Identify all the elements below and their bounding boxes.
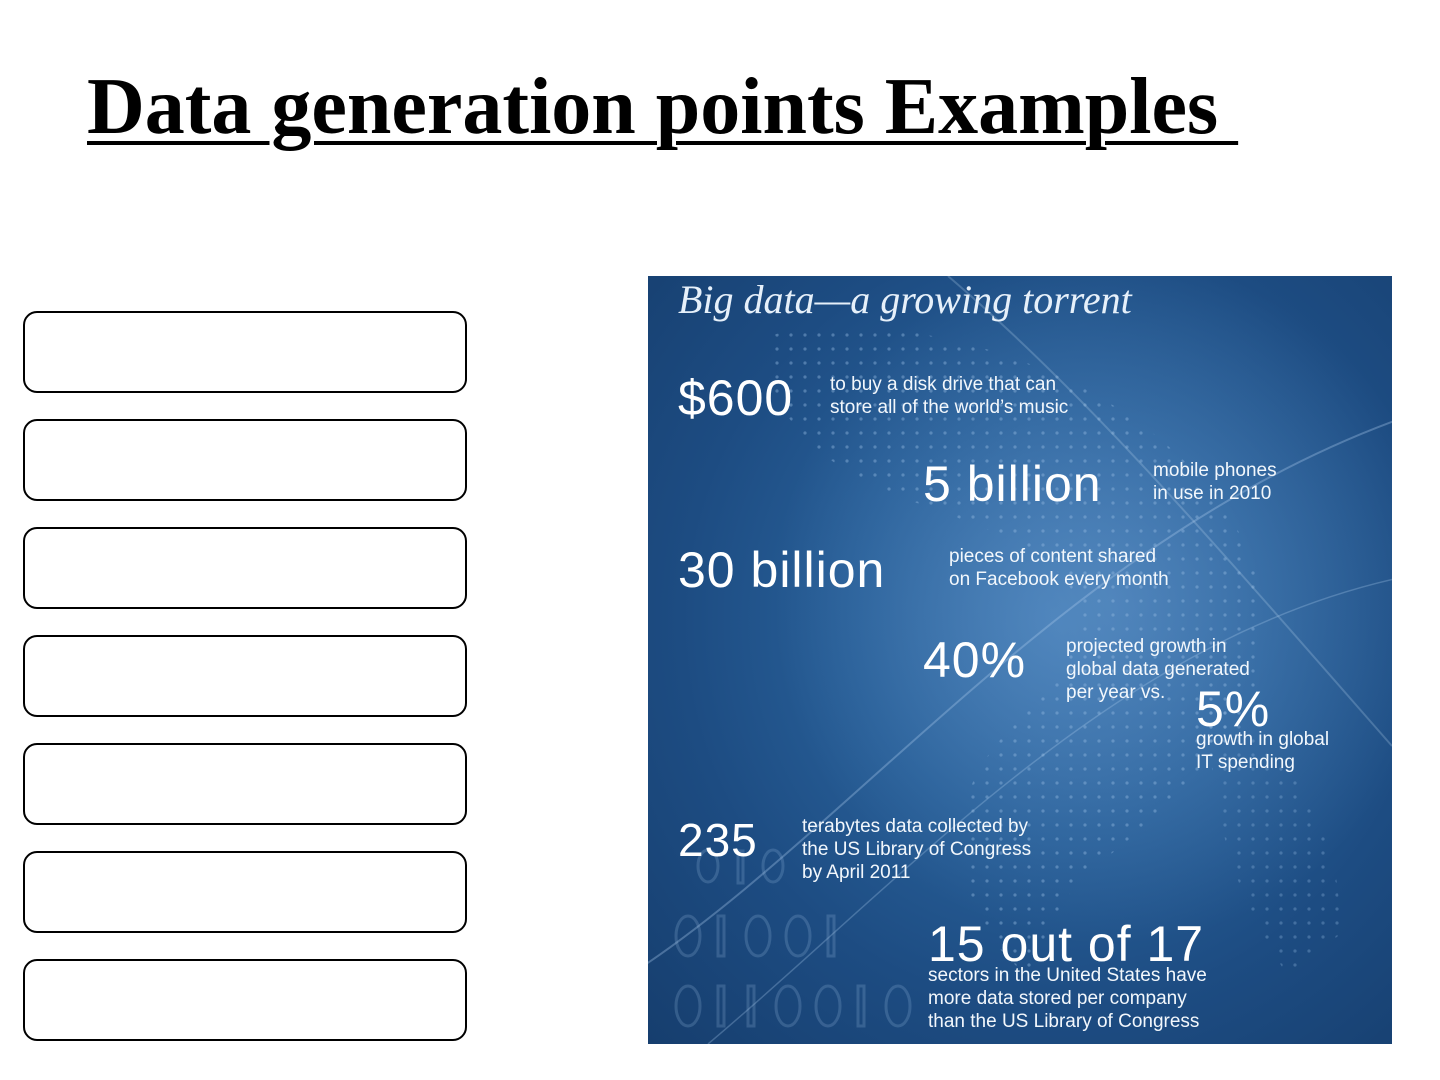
stat-desc-line: than the US Library of Congress: [928, 1011, 1200, 1032]
stat-value: 30 billion: [678, 542, 886, 598]
empty-box-4: [23, 635, 467, 717]
stat-desc-line: per year vs.: [1066, 682, 1166, 703]
stat-desc-line: by April 2011: [802, 862, 911, 883]
stat-value: 5 billion: [923, 456, 1102, 512]
stat-desc-line: to buy a disk drive that can: [830, 374, 1057, 395]
stat-desc-line: IT spending: [1196, 752, 1295, 773]
stat-desc-line: growth in global: [1196, 729, 1330, 750]
stat-value: 235: [678, 814, 758, 866]
stat-desc-line: the US Library of Congress: [802, 839, 1032, 860]
empty-box-1: [23, 311, 467, 393]
stat-value: $600: [678, 370, 794, 426]
empty-box-2: [23, 419, 467, 501]
stat-value: 15 out of 17: [928, 916, 1205, 972]
slide-title: Data generation points Examples: [87, 63, 1239, 151]
stat-desc-line: on Facebook every month: [949, 569, 1169, 590]
stat-desc-line: store all of the world’s music: [830, 397, 1069, 418]
globe-background-graphic: [648, 276, 1392, 1044]
stat-desc-line: mobile phones: [1153, 460, 1277, 481]
stat-desc-line: pieces of content shared: [949, 546, 1157, 567]
stat-desc-line: more data stored per company: [928, 988, 1187, 1009]
empty-box-6: [23, 851, 467, 933]
empty-box-7: [23, 959, 467, 1041]
big-data-infographic: Big data—a growing torrent $600 to buy a…: [648, 276, 1392, 1044]
empty-box-5: [23, 743, 467, 825]
stat-desc-line: terabytes data collected by: [802, 816, 1029, 837]
empty-box-3: [23, 527, 467, 609]
stat-desc-line: in use in 2010: [1153, 483, 1272, 504]
stat-desc-line: projected growth in: [1066, 636, 1227, 657]
stat-desc-line: sectors in the United States have: [928, 965, 1207, 986]
stat-desc-line: global data generated: [1066, 659, 1250, 680]
stat-value: 40%: [923, 632, 1027, 688]
infographic-title: Big data—a growing torrent: [678, 277, 1132, 322]
stat-value: 5%: [1196, 681, 1271, 737]
